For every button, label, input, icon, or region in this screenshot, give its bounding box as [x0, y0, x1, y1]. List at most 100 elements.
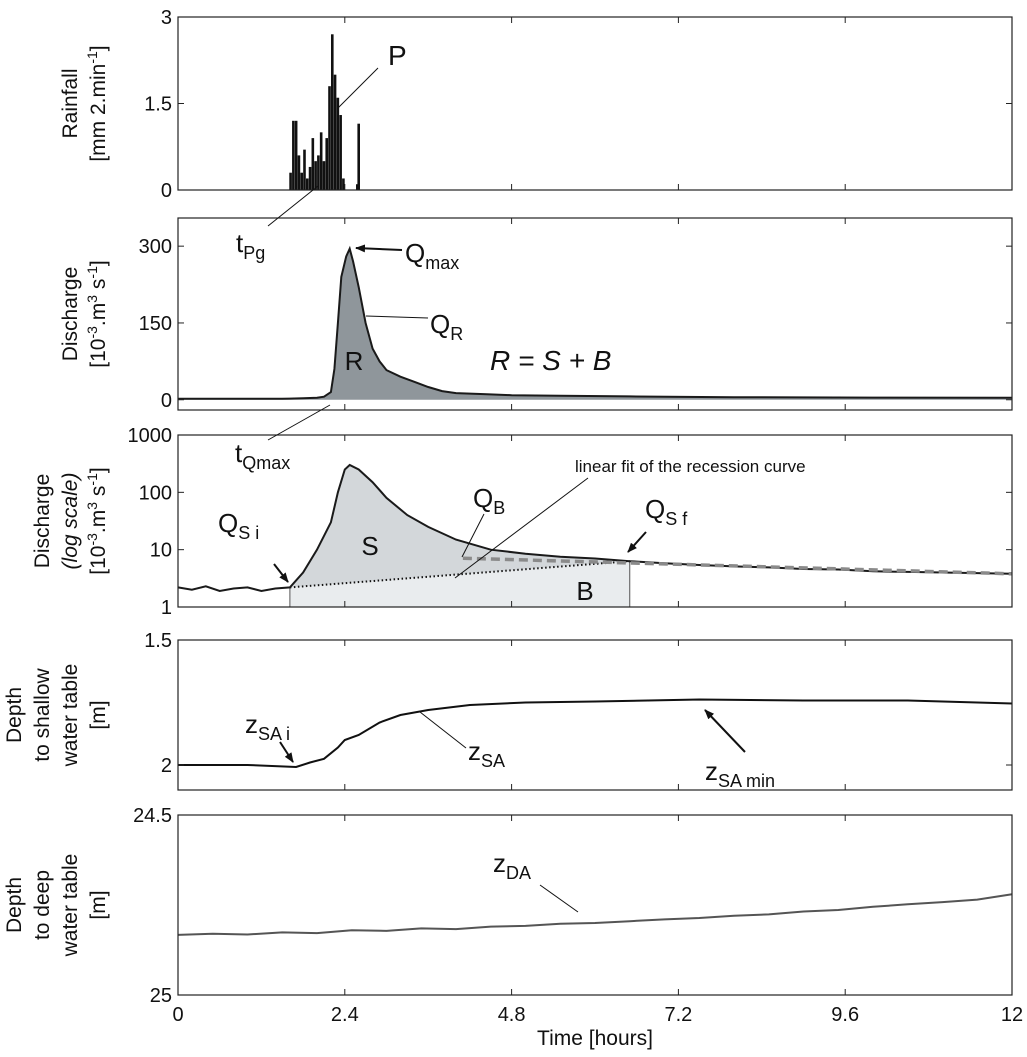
- annotation-sub: Pg: [243, 243, 265, 263]
- y-label-part: [10: [87, 339, 110, 368]
- annotation-sub: S f: [665, 509, 688, 529]
- annotation: R = S + B: [490, 345, 611, 376]
- y-axis-label: Depth: [3, 877, 26, 933]
- rain-bar: [342, 178, 345, 190]
- annotation: tPg: [236, 228, 265, 263]
- y-label-part: 3: [84, 502, 100, 510]
- panel: 1 10 100 1000 Discharge (log scale) [10-3.m3 s…: [31, 404, 1013, 619]
- x-tick-label: 12: [1001, 1004, 1023, 1026]
- annotation: linear fit of the recession curve: [575, 457, 806, 476]
- rain-bar: [328, 86, 331, 190]
- y-label-part: Discharge: [59, 267, 82, 362]
- y-label-part: .m: [87, 510, 110, 533]
- annotation: S: [361, 531, 378, 561]
- y-label-part: -3: [84, 533, 100, 546]
- annotation-arrow: [273, 563, 289, 583]
- y-tick-label: 3: [161, 7, 172, 29]
- y-axis-label: (log scale): [59, 473, 82, 570]
- y-axis-label: Discharge: [59, 267, 82, 362]
- annotation-main: S: [361, 531, 378, 561]
- rain-bar: [330, 34, 334, 190]
- annotation-main: R = S + B: [490, 345, 611, 376]
- rain-bar: [357, 123, 360, 190]
- plot-frame: [177, 434, 1013, 608]
- y-label-part: [m]: [87, 700, 110, 729]
- y-label-part: to shallow: [31, 667, 54, 761]
- annotation-main: z: [245, 709, 258, 739]
- y-label-part: Rainfall: [59, 68, 82, 138]
- annotation-leader: [461, 513, 485, 558]
- y-label-part: [m]: [87, 890, 110, 919]
- y-tick-label: 100: [139, 482, 172, 504]
- annotation-main: Q: [405, 238, 425, 268]
- annotation-main: t: [235, 438, 243, 468]
- y-tick-label: 2: [161, 755, 172, 777]
- y-axis-label: [m]: [87, 890, 110, 919]
- y-tick-label: 1.5: [144, 630, 172, 652]
- rain-bar: [289, 172, 292, 190]
- annotation: R: [345, 346, 364, 376]
- y-axis-label: [10-3.m3 s-1]: [84, 260, 110, 367]
- x-tick-label: 9.6: [831, 1004, 859, 1026]
- area-fill: [178, 248, 1012, 400]
- rain-bar: [336, 97, 340, 190]
- rain-bar: [303, 149, 306, 190]
- annotation-sub: Qmax: [242, 453, 290, 473]
- annotation: P: [388, 40, 407, 71]
- annotation-main: linear fit of the recession curve: [575, 457, 806, 476]
- rain-bar: [314, 161, 317, 190]
- annotation-sub: S i: [238, 523, 259, 543]
- y-label-part: water table: [59, 664, 82, 768]
- plot-frame: [177, 16, 1013, 191]
- y-label-part: Depth: [3, 687, 26, 743]
- panel: 0 1.5 3 Rainfall [mm 2.min-1] P: [59, 7, 1013, 202]
- plot-frame: [177, 217, 1013, 411]
- y-axis-label: Discharge: [31, 474, 54, 569]
- y-axis-label: water table: [59, 664, 82, 768]
- y-tick-label: 0: [161, 180, 172, 202]
- annotation-leader: [365, 315, 429, 319]
- y-tick-label: 0: [161, 390, 172, 412]
- y-label-part: ]: [87, 260, 110, 266]
- annotation-leader: [267, 404, 331, 441]
- annotation-leader: [337, 67, 379, 109]
- y-label-part: (log scale): [59, 473, 82, 570]
- y-axis-label: water table: [59, 854, 82, 958]
- annotation-main: Q: [218, 508, 238, 538]
- annotation-sub: SA i: [258, 724, 290, 744]
- y-label-part: -1: [84, 473, 100, 486]
- y-axis-label: to shallow: [31, 667, 54, 761]
- panel: 24.5 250 2.4 4.8 7.2 9.6 12 Time [hours] Depth to…: [3, 805, 1023, 1050]
- annotation-main: Q: [473, 483, 493, 513]
- baseflow-fill: [289, 561, 630, 607]
- y-tick-label: 10: [150, 540, 172, 562]
- y-tick-label: 1000: [128, 425, 173, 447]
- separation-line: [289, 560, 630, 589]
- y-label-part: -1: [84, 266, 100, 279]
- rain-bar: [319, 132, 323, 190]
- rain-bar: [322, 161, 326, 190]
- x-axis-label: Time [hours]: [537, 1027, 653, 1050]
- x-tick-label: 0: [172, 1004, 183, 1026]
- annotation: tQmax: [235, 438, 290, 473]
- y-tick-label: 150: [139, 313, 172, 335]
- y-label-part: [10: [87, 546, 110, 575]
- annotation-leader: [267, 185, 319, 227]
- y-label-part: -3: [84, 326, 100, 339]
- y-tick-label: 24.5: [133, 805, 172, 827]
- annotation-sub: R: [450, 324, 463, 344]
- plot-frame: [177, 814, 1013, 996]
- annotation-main: z: [493, 848, 506, 878]
- annotation-sub: max: [425, 253, 459, 273]
- y-tick-label: 300: [139, 236, 172, 258]
- rain-bar: [300, 172, 304, 190]
- annotation-leader: [539, 884, 579, 913]
- y-tick-label: 1.5: [144, 94, 172, 116]
- rain-bar: [308, 166, 312, 190]
- y-axis-label: [m]: [87, 700, 110, 729]
- annotation-main: R: [345, 346, 364, 376]
- y-label-part: Depth: [3, 877, 26, 933]
- y-axis-label: Rainfall: [59, 68, 82, 138]
